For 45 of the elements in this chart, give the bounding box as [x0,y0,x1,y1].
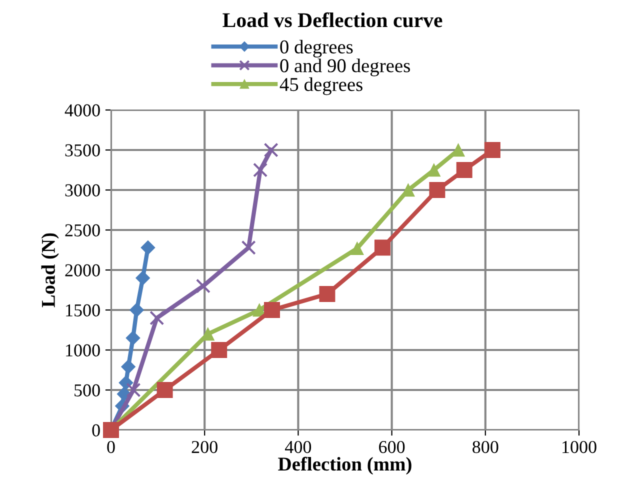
x-tick-label: 400 [285,440,312,454]
point [264,142,278,158]
legend-label: 0 and 90 degrees [280,58,410,76]
point [429,182,446,198]
x-tick-label: 1000 [562,440,596,454]
y-tick-label: 2000 [65,264,100,276]
x-tick-label: 600 [379,440,405,454]
point [484,142,500,158]
point [211,342,228,358]
point [252,162,268,178]
x-tick-label: 200 [192,440,218,454]
point [126,382,141,398]
point [350,242,364,255]
point [121,360,136,374]
point [126,330,140,346]
x-axis-title: Deflection (mm) [278,456,412,475]
point [241,240,256,255]
x-tick-label: 0 [107,440,115,454]
y-tick-label: 1500 [66,304,100,316]
point [427,163,441,177]
point [452,143,465,157]
point [319,286,336,302]
y-tick-label: 2500 [65,224,100,236]
point [150,310,164,326]
point [456,162,472,178]
point [402,183,415,197]
y-tick-label: 500 [74,384,100,396]
point [140,240,156,255]
y-tick-label: 3500 [65,144,100,156]
chart-title: Load vs Deflection curve [222,12,442,28]
point [196,278,210,294]
point [156,382,173,398]
legend-label: 45 degrees [280,77,362,96]
x-tick-label: 800 [472,440,498,454]
y-tick-label: 0 [92,424,100,436]
legend-label: 0 degrees [280,40,353,58]
point [264,302,280,318]
y-tick-label: 4000 [64,104,100,116]
point [374,240,390,256]
point [118,376,134,390]
point [136,270,150,286]
y-tick-label: 3000 [65,184,100,196]
y-tick-label: 1000 [66,344,100,356]
y-axis-title: Load (N) [41,233,59,308]
point [130,302,144,318]
